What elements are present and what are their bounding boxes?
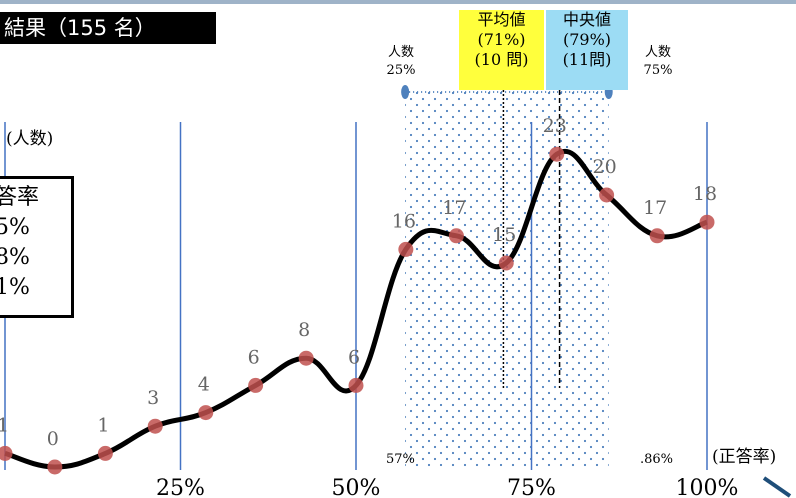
q1-label: 人数 25% xyxy=(375,44,427,80)
data-label-14: 18 xyxy=(693,183,717,205)
data-label-11: 23 xyxy=(543,115,567,137)
data-point-11 xyxy=(549,146,565,162)
x-tick-label-75: 75% xyxy=(507,476,556,498)
data-point-1 xyxy=(47,459,63,475)
x-axis-unit: (正答率) xyxy=(712,447,777,467)
data-label-3: 3 xyxy=(147,387,159,409)
data-label-13: 17 xyxy=(643,197,667,219)
data-point-8 xyxy=(398,241,414,257)
q1-marker xyxy=(401,85,410,99)
legend-box: 答率 5% 8% 1% xyxy=(0,176,74,318)
mean-box-line-1: 平均値 xyxy=(477,10,526,29)
data-label-12: 20 xyxy=(593,156,617,178)
data-label-7: 6 xyxy=(348,346,360,368)
data-label-0: 1 xyxy=(0,414,9,436)
arrow-pointer xyxy=(762,476,792,498)
median-box: 中央値 (79%) (11問) xyxy=(546,10,628,90)
mean-box-line-3: (10 問) xyxy=(474,50,529,69)
data-point-5 xyxy=(248,377,264,393)
data-point-10 xyxy=(498,255,514,271)
q3-value-text: 75% xyxy=(643,63,673,78)
data-label-9: 17 xyxy=(442,197,466,219)
q1-range-label: 57% xyxy=(386,452,415,467)
q3-label: 人数 75% xyxy=(632,44,684,80)
q3-range-label: .86% xyxy=(640,452,674,467)
median-box-line-2: (79%) xyxy=(562,30,612,49)
legend-line-2: 5% xyxy=(0,215,30,240)
data-point-9 xyxy=(448,228,464,244)
x-tick-label-100: 100% xyxy=(676,476,739,498)
q3-label-text: 人数 xyxy=(644,45,671,60)
data-point-7 xyxy=(348,377,364,393)
chart-title: 結果（155 名） xyxy=(0,12,216,44)
series-line xyxy=(4,149,708,470)
interquartile-band xyxy=(405,92,609,468)
data-point-4 xyxy=(198,405,214,421)
data-point-0 xyxy=(0,445,13,461)
data-point-12 xyxy=(599,187,615,203)
data-point-2 xyxy=(97,445,113,461)
q1-value-text: 25% xyxy=(386,63,416,78)
median-box-line-3: (11問) xyxy=(562,50,612,69)
q1-label-text: 人数 xyxy=(387,45,414,60)
data-point-6 xyxy=(298,350,314,366)
mean-box: 平均値 (71%) (10 問) xyxy=(459,10,544,90)
data-label-1: 0 xyxy=(47,428,59,450)
data-label-5: 6 xyxy=(248,346,260,368)
data-label-6: 8 xyxy=(298,319,310,341)
median-box-line-1: 中央値 xyxy=(562,10,611,29)
legend-line-3: 8% xyxy=(0,245,30,270)
data-point-3 xyxy=(147,418,163,434)
y-axis-label: (人数) xyxy=(6,129,54,149)
data-label-10: 15 xyxy=(492,224,516,246)
data-point-14 xyxy=(699,214,715,230)
x-tick-label-50: 50% xyxy=(332,476,381,498)
mean-box-line-2: (71%) xyxy=(477,30,526,49)
x-tick-label-25: 25% xyxy=(156,476,205,498)
legend-line-4: 1% xyxy=(0,275,30,300)
data-label-8: 16 xyxy=(392,210,416,232)
legend-line-1: 答率 xyxy=(0,185,40,210)
top-border xyxy=(0,0,796,4)
data-label-2: 1 xyxy=(97,414,109,436)
data-point-13 xyxy=(649,228,665,244)
data-label-4: 4 xyxy=(198,374,210,396)
